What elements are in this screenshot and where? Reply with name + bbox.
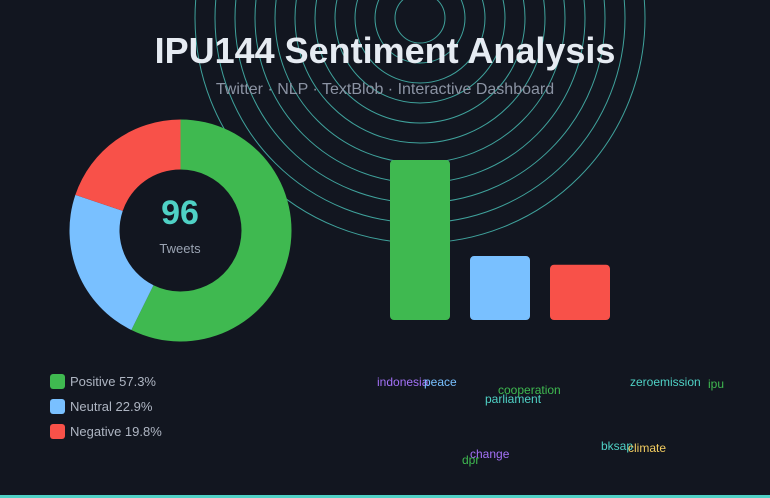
word-cloud-word: ipu bbox=[708, 377, 725, 391]
word-cloud-word: bksap bbox=[601, 439, 634, 453]
decorative-ring bbox=[394, 0, 446, 44]
word-cloud-word: parliament bbox=[485, 392, 542, 406]
word-cloud-word: peace bbox=[424, 375, 457, 389]
word-cloud-word: indonesia bbox=[377, 375, 429, 389]
legend-swatch-neutral bbox=[50, 399, 65, 414]
donut-slice-neutral[interactable] bbox=[69, 194, 154, 331]
page-subtitle: Twitter · NLP · TextBlob · Interactive D… bbox=[215, 81, 555, 98]
legend-item-positive[interactable]: Positive 57.3% bbox=[50, 369, 162, 394]
bottom-accent-line bbox=[0, 495, 770, 498]
decorative-ring bbox=[294, 0, 546, 144]
sentiment-bar-chart bbox=[390, 160, 610, 320]
sentiment-donut-chart bbox=[69, 119, 292, 342]
bar-negative[interactable] bbox=[550, 264, 610, 320]
bar-positive[interactable] bbox=[390, 160, 450, 320]
chart-legend: Positive 57.3% Neutral 22.9% Negative 19… bbox=[50, 369, 162, 444]
bar-neutral[interactable] bbox=[470, 256, 530, 320]
word-cloud-word: dpr bbox=[462, 453, 480, 467]
word-cloud-word: zeroemission bbox=[630, 375, 701, 389]
legend-label-positive: Positive 57.3% bbox=[70, 374, 156, 389]
donut-slice-positive[interactable] bbox=[131, 119, 292, 342]
word-cloud-word: climate bbox=[628, 441, 667, 455]
legend-item-negative[interactable]: Negative 19.8% bbox=[50, 419, 162, 444]
legend-label-negative: Negative 19.8% bbox=[70, 424, 162, 439]
tweet-count-label: Tweets bbox=[159, 241, 201, 256]
word-cloud-word: cooperation bbox=[498, 383, 561, 397]
decorative-ring bbox=[334, 0, 506, 104]
decorative-ring bbox=[314, 0, 526, 124]
decorative-ring bbox=[374, 0, 466, 64]
legend-label-neutral: Neutral 22.9% bbox=[70, 399, 153, 414]
legend-swatch-negative bbox=[50, 424, 65, 439]
donut-slice-negative[interactable] bbox=[75, 119, 181, 211]
word-cloud-word: change bbox=[470, 447, 510, 461]
page-title: IPU144 Sentiment Analysis bbox=[154, 30, 616, 71]
legend-swatch-positive bbox=[50, 374, 65, 389]
decorative-ring bbox=[354, 0, 486, 84]
tweet-count: 96 bbox=[161, 194, 199, 232]
legend-item-neutral[interactable]: Neutral 22.9% bbox=[50, 394, 162, 419]
